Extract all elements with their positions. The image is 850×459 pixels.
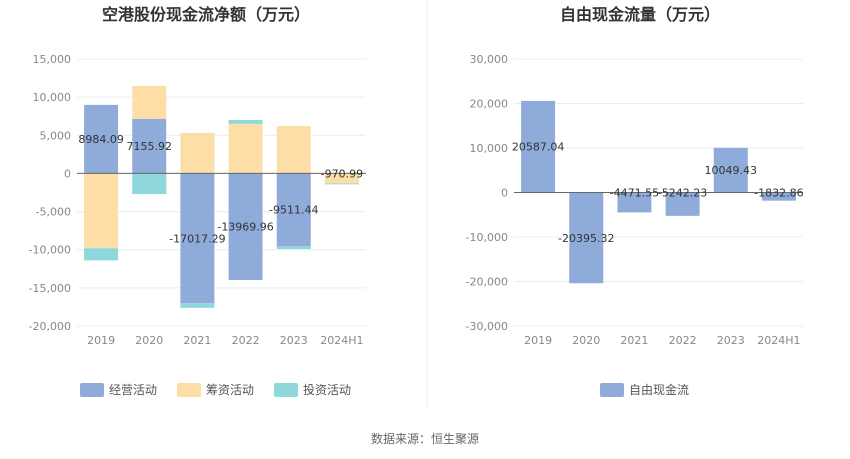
x-tick-label: 2019	[524, 334, 552, 347]
data-label: 7155.92	[127, 140, 173, 153]
bar-自由现金流-2023	[713, 147, 748, 193]
y-tick-label: 5,000	[40, 129, 72, 142]
bar-经营活动-2023	[276, 173, 311, 246]
bar-自由现金流-2024H1	[761, 192, 796, 201]
data-label: -970.99	[321, 167, 363, 180]
bar-经营活动-2021	[180, 173, 215, 304]
y-tick-label: 30,000	[470, 53, 509, 66]
legend-swatch	[600, 383, 624, 397]
bar-筹资活动-2021	[180, 132, 215, 174]
data-label: 10049.43	[705, 164, 758, 177]
data-label: 8984.09	[78, 133, 124, 146]
bar-筹资活动-2024H1	[324, 173, 359, 184]
legend-swatch	[274, 383, 298, 397]
x-tick-label: 2023	[717, 334, 745, 347]
bar-投资活动-2020	[132, 173, 167, 195]
data-source: 数据来源：恒生聚源	[371, 431, 479, 446]
y-tick-label: -20,000	[466, 276, 508, 289]
bar-自由现金流-2021	[617, 192, 652, 213]
y-tick-label: -5,000	[36, 206, 71, 219]
y-tick-label: 20,000	[470, 98, 509, 111]
x-tick-label: 2022	[232, 334, 260, 347]
bar-筹资活动-2023	[276, 126, 311, 174]
y-tick-label: -20,000	[29, 320, 71, 333]
data-label: -4471.55	[610, 187, 659, 200]
chart-title: 空港股份现金流净额（万元）	[102, 5, 310, 24]
legend-swatch	[177, 383, 201, 397]
x-tick-label: 2022	[669, 334, 697, 347]
y-tick-label: 10,000	[470, 142, 509, 155]
bar-自由现金流-2022	[665, 192, 700, 216]
x-tick-label: 2023	[280, 334, 308, 347]
x-tick-label: 2019	[87, 334, 115, 347]
data-label: -20395.32	[558, 232, 614, 245]
y-tick-label: -10,000	[466, 231, 508, 244]
x-tick-label: 2020	[572, 334, 600, 347]
data-label: 20587.04	[512, 141, 565, 154]
data-label: -1832.86	[754, 187, 803, 200]
x-tick-label: 2021	[620, 334, 648, 347]
bar-投资活动-2024H1	[324, 183, 359, 185]
bar-筹资活动-2019	[84, 173, 119, 249]
bar-自由现金流-2019	[521, 100, 556, 193]
y-tick-label: 10,000	[33, 91, 72, 104]
legend-label: 筹资活动	[206, 383, 254, 397]
legend-label: 经营活动	[109, 383, 157, 397]
bar-投资活动-2022	[228, 120, 263, 124]
y-tick-label: 0	[501, 187, 508, 200]
legend-label: 投资活动	[303, 382, 351, 397]
data-label: -13969.96	[217, 221, 273, 234]
bar-筹资活动-2020	[132, 86, 167, 119]
bar-筹资活动-2022	[228, 123, 263, 174]
bar-投资活动-2023	[276, 245, 311, 250]
x-tick-label: 2024H1	[757, 334, 800, 347]
bar-经营活动-2019	[84, 104, 119, 174]
cash-flow-chart: 空港股份现金流净额（万元） -20,000 -15,000 -10,000 -5,000…	[29, 5, 366, 397]
data-label: -9511.44	[269, 204, 318, 217]
bar-投资活动-2021	[180, 303, 215, 308]
y-tick-label: 15,000	[33, 53, 72, 66]
legend-label: 自由现金流	[629, 382, 689, 397]
bar-经营活动-2022	[228, 173, 263, 280]
bar-自由现金流-2020	[569, 192, 604, 284]
free-cash-flow-chart: 自由现金流量（万元）-30,000-20,000-10,000010,00020…	[466, 5, 804, 397]
x-tick-label: 2024H1	[320, 334, 363, 347]
x-tick-label: 2020	[135, 334, 163, 347]
y-tick-label: -10,000	[29, 244, 71, 257]
bar-经营活动-2020	[132, 118, 167, 174]
y-tick-label: 0	[64, 167, 71, 180]
x-tick-label: 2021	[183, 334, 211, 347]
legend-swatch	[80, 383, 104, 397]
chart-title: 自由现金流量（万元）	[560, 5, 720, 24]
y-tick-label: -15,000	[29, 282, 71, 295]
data-label: -17017.29	[169, 232, 225, 245]
bar-投资活动-2019	[84, 248, 119, 261]
data-label: -5242.23	[658, 187, 707, 200]
y-tick-label: -30,000	[466, 320, 508, 333]
